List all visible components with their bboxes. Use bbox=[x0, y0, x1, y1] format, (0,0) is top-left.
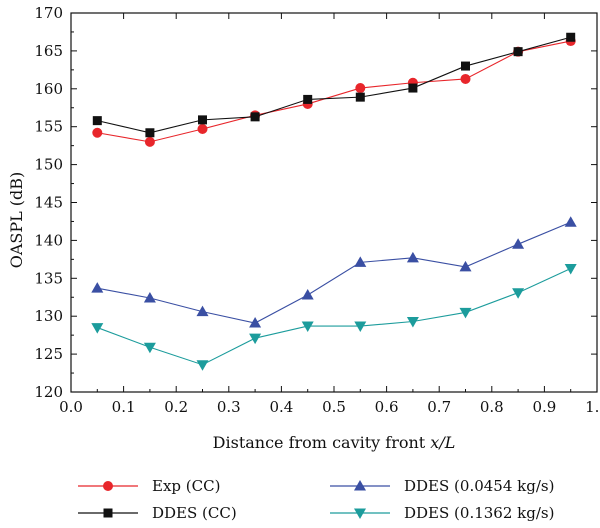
y-tick-label: 130 bbox=[34, 307, 63, 325]
legend-marker bbox=[354, 480, 366, 491]
data-point bbox=[250, 112, 260, 122]
y-tick-label: 145 bbox=[34, 194, 63, 212]
legend-label: DDES (0.0454 kg/s) bbox=[404, 477, 554, 495]
data-point bbox=[512, 238, 525, 249]
x-tick-label: 0.4 bbox=[269, 398, 293, 416]
legend-item: DDES (0.0454 kg/s) bbox=[330, 477, 554, 495]
data-point bbox=[196, 360, 209, 371]
series-line bbox=[97, 267, 571, 366]
legend-marker bbox=[354, 508, 366, 519]
legend-marker bbox=[103, 481, 113, 491]
legend: Exp (CC) DDES (CC) DDES (0.0454 kg/s) DDES … bbox=[78, 477, 554, 522]
legend-marker bbox=[103, 508, 113, 518]
data-point bbox=[303, 94, 313, 104]
data-point bbox=[459, 260, 472, 272]
data-point bbox=[355, 92, 365, 102]
legend-label: DDES (0.1362 kg/s) bbox=[404, 504, 554, 522]
series-3 bbox=[91, 263, 577, 371]
data-point bbox=[513, 47, 523, 57]
data-point bbox=[91, 282, 104, 293]
y-tick-label: 125 bbox=[34, 345, 63, 363]
y-axis-label: OASPL (dB) bbox=[7, 172, 26, 269]
x-axis-label: Distance from cavity front x/L bbox=[213, 433, 456, 452]
y-tick-label: 170 bbox=[34, 4, 63, 22]
x-axis-label-variable: x/L bbox=[430, 433, 455, 452]
data-point bbox=[145, 128, 155, 138]
plot-area bbox=[91, 32, 577, 371]
y-tick-label: 155 bbox=[34, 118, 63, 136]
x-tick-label: 0.5 bbox=[322, 398, 346, 416]
data-point bbox=[249, 333, 262, 345]
x-axis-label-text: Distance from cavity front bbox=[213, 433, 431, 452]
data-point bbox=[354, 256, 367, 267]
data-point bbox=[459, 307, 472, 319]
data-point bbox=[354, 321, 367, 333]
y-tick-label: 120 bbox=[34, 383, 63, 401]
axes: 0.0 0.1 0.2 0.3 0.4 0.5 0.6 0.7 0.8 0.9 1.0 120 125 1… bbox=[34, 4, 600, 416]
y-tick-label: 160 bbox=[34, 80, 63, 98]
legend-item: Exp (CC) bbox=[78, 477, 220, 495]
x-tick-label: 0.6 bbox=[375, 398, 399, 416]
x-tick-label: 0.1 bbox=[112, 398, 136, 416]
series-line bbox=[97, 36, 571, 134]
data-point bbox=[91, 323, 104, 334]
data-point bbox=[564, 216, 577, 227]
data-point bbox=[406, 251, 419, 263]
data-point bbox=[461, 61, 470, 71]
data-point bbox=[355, 83, 366, 94]
series-2 bbox=[91, 216, 577, 328]
data-point bbox=[143, 342, 156, 354]
data-point bbox=[198, 115, 207, 125]
x-tick-label: 0.8 bbox=[480, 398, 504, 416]
series-line bbox=[97, 40, 571, 143]
x-tick-label: 0.7 bbox=[427, 398, 451, 416]
data-point bbox=[301, 321, 314, 333]
x-tick-label: 0.3 bbox=[217, 398, 241, 416]
data-point bbox=[197, 123, 208, 134]
series-line bbox=[97, 221, 571, 324]
data-point bbox=[564, 263, 577, 275]
data-point bbox=[249, 317, 262, 328]
x-tick-label: 0.0 bbox=[59, 398, 83, 416]
plot-frame bbox=[70, 12, 598, 393]
data-point bbox=[566, 32, 576, 42]
legend-item: DDES (0.1362 kg/s) bbox=[330, 504, 554, 522]
series-0 bbox=[92, 36, 576, 147]
data-point bbox=[92, 127, 103, 138]
series-1 bbox=[92, 32, 576, 138]
y-tick-label: 135 bbox=[34, 269, 63, 287]
data-point bbox=[408, 83, 418, 93]
x-tick-label: 0.2 bbox=[164, 398, 188, 416]
x-tick-label: 0.9 bbox=[532, 398, 556, 416]
y-tick-label: 140 bbox=[34, 231, 63, 249]
data-point bbox=[196, 305, 209, 317]
data-point bbox=[301, 288, 314, 300]
x-tick-label: 1.0 bbox=[585, 398, 600, 416]
data-point bbox=[460, 73, 471, 84]
data-point bbox=[143, 292, 156, 303]
data-point bbox=[144, 136, 155, 147]
data-point bbox=[406, 317, 419, 328]
data-point bbox=[512, 288, 525, 299]
y-tick-label: 150 bbox=[34, 156, 63, 174]
legend-label: Exp (CC) bbox=[152, 477, 220, 495]
y-tick-label: 165 bbox=[34, 42, 63, 60]
data-point bbox=[92, 116, 102, 126]
legend-label: DDES (CC) bbox=[152, 504, 237, 522]
legend-item: DDES (CC) bbox=[78, 504, 237, 522]
